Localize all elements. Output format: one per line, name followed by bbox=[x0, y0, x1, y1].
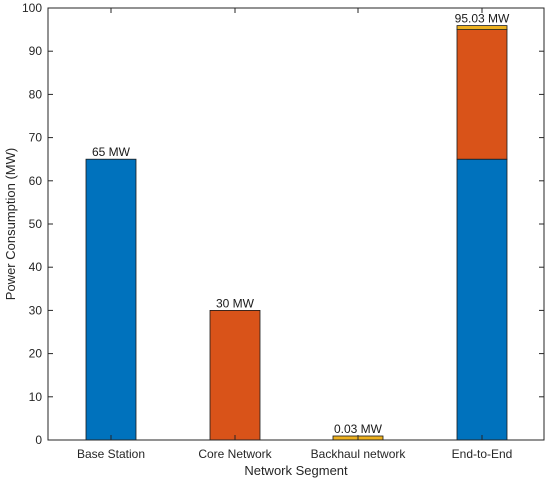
bar-segment bbox=[85, 158, 137, 441]
bar-segment bbox=[456, 29, 508, 160]
bars-group bbox=[85, 25, 508, 441]
y-tick-label: 60 bbox=[29, 174, 43, 188]
bar-data-label: 30 MW bbox=[216, 296, 255, 310]
y-axis-title: Power Consumption (MW) bbox=[3, 148, 18, 300]
y-axis-ticks: 0 10 20 30 40 50 60 70 80 90 100 bbox=[22, 1, 544, 447]
bar-segment bbox=[209, 309, 261, 441]
bar-segment bbox=[456, 25, 508, 31]
bar-data-label: 65 MW bbox=[92, 145, 131, 159]
data-labels-group: 65 MW 30 MW 0.03 MW 95.03 MW bbox=[92, 12, 510, 436]
y-tick-label: 70 bbox=[29, 131, 43, 145]
x-tick-label: Backhaul network bbox=[311, 447, 407, 461]
y-tick-label: 50 bbox=[29, 217, 43, 231]
bar-data-label: 0.03 MW bbox=[334, 422, 383, 436]
x-tick-label: Base Station bbox=[77, 447, 145, 461]
y-tick-label: 40 bbox=[29, 260, 43, 274]
bar-segment bbox=[456, 158, 508, 441]
y-tick-label: 90 bbox=[29, 44, 43, 58]
x-tick-label: End-to-End bbox=[452, 447, 513, 461]
plot-frame bbox=[47, 7, 545, 441]
y-tick-label: 30 bbox=[29, 303, 43, 317]
y-tick-label: 80 bbox=[29, 87, 43, 101]
y-tick-label: 100 bbox=[22, 1, 42, 15]
y-tick-label: 10 bbox=[29, 390, 43, 404]
x-tick-label: Core Network bbox=[198, 447, 272, 461]
bar-data-label: 95.03 MW bbox=[455, 12, 510, 26]
y-tick-label: 20 bbox=[29, 347, 43, 361]
y-tick-label: 0 bbox=[35, 433, 42, 447]
x-axis-ticks: Base Station Core Network Backhaul network… bbox=[77, 8, 512, 461]
x-axis-title: Network Segment bbox=[244, 463, 348, 478]
